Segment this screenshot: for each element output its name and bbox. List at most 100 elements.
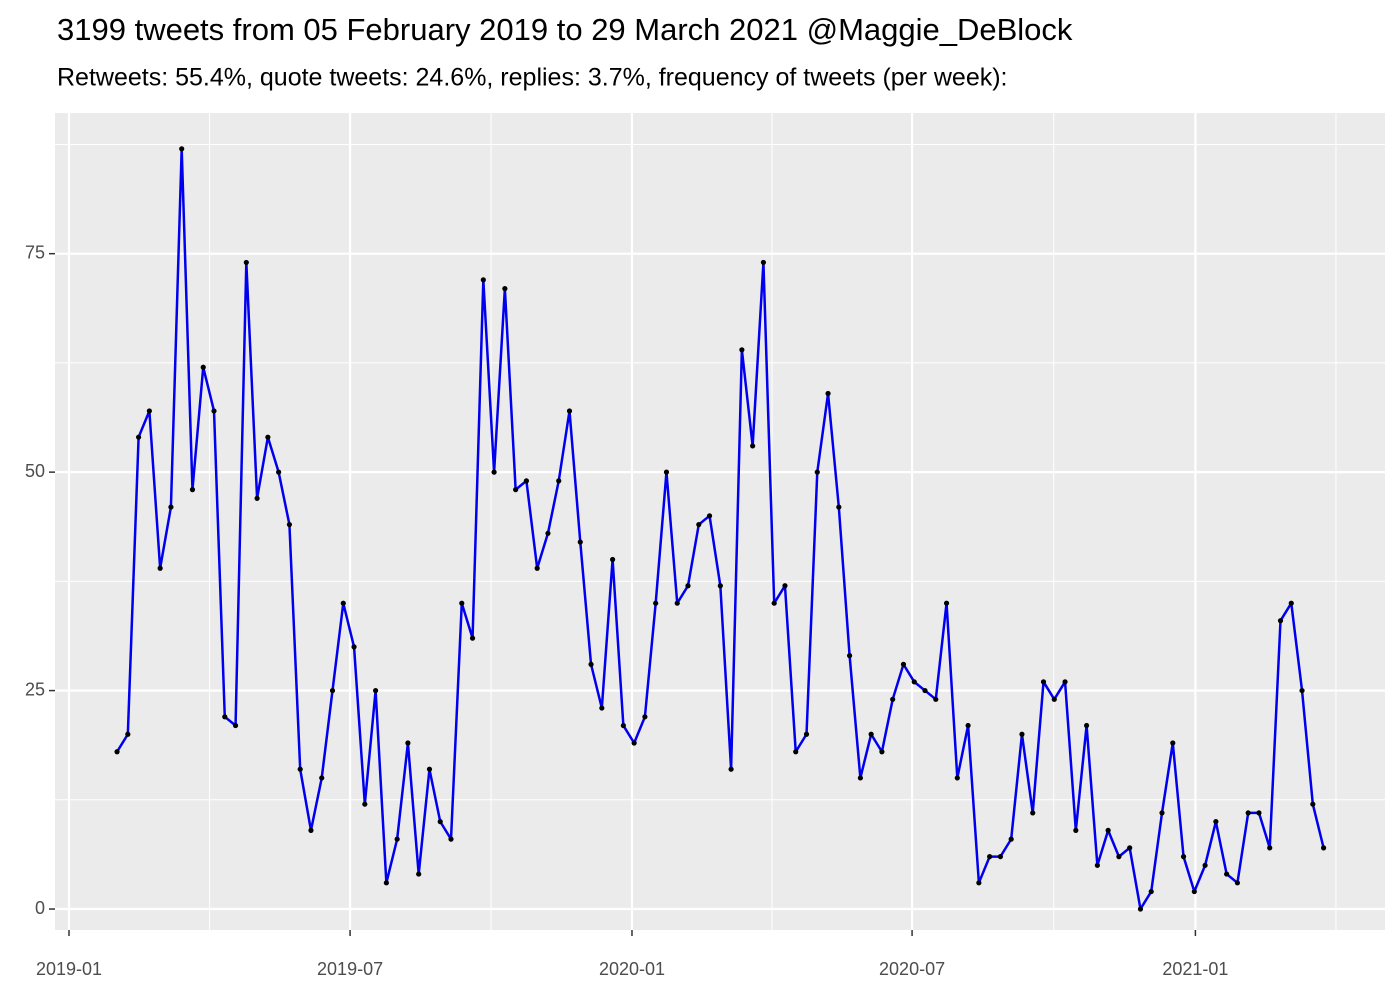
data-point xyxy=(825,390,831,397)
y-tick-label: 25 xyxy=(25,679,45,699)
data-point xyxy=(599,705,605,711)
data-point xyxy=(243,259,249,266)
data-point xyxy=(523,478,530,484)
data-point xyxy=(771,600,777,606)
data-point xyxy=(653,600,659,606)
data-point xyxy=(890,696,896,702)
data-point xyxy=(394,836,400,842)
data-point xyxy=(372,687,379,694)
data-point xyxy=(416,871,422,877)
data-point xyxy=(1277,618,1284,624)
data-point xyxy=(1320,845,1327,851)
data-point xyxy=(1083,722,1090,729)
data-point xyxy=(588,661,594,667)
data-point xyxy=(728,766,734,772)
data-point xyxy=(577,539,583,545)
data-point xyxy=(1105,827,1111,833)
data-point xyxy=(1148,888,1154,895)
data-point xyxy=(211,408,217,414)
x-tick-label: 2020-01 xyxy=(599,959,665,979)
data-point xyxy=(232,722,239,729)
data-point xyxy=(706,513,713,519)
data-point xyxy=(135,434,142,440)
data-point xyxy=(739,347,745,353)
data-point xyxy=(782,583,788,589)
y-tick-label: 75 xyxy=(25,242,45,262)
data-point xyxy=(911,679,917,685)
data-point xyxy=(459,600,465,606)
data-point xyxy=(157,565,163,571)
data-point xyxy=(685,583,691,589)
data-point xyxy=(717,583,723,589)
data-point xyxy=(1310,801,1316,807)
data-point xyxy=(383,880,389,886)
data-point xyxy=(814,469,820,475)
data-point xyxy=(1051,696,1057,702)
data-point xyxy=(1234,880,1241,886)
data-point xyxy=(168,504,174,510)
data-point xyxy=(674,600,680,606)
data-point xyxy=(1202,862,1208,868)
chart-title: 3199 tweets from 05 February 2019 to 29 … xyxy=(57,12,1073,47)
data-point xyxy=(868,731,874,737)
data-point xyxy=(1137,906,1144,912)
data-point xyxy=(836,504,842,510)
data-point xyxy=(448,836,454,842)
data-point xyxy=(609,556,616,563)
data-point xyxy=(362,801,368,807)
data-point xyxy=(1245,810,1251,816)
x-tick-label: 2019-07 xyxy=(317,959,383,979)
data-point xyxy=(469,635,476,641)
data-point xyxy=(297,766,303,772)
data-point xyxy=(308,827,314,833)
data-point xyxy=(846,653,853,659)
data-point xyxy=(1159,810,1165,816)
data-point xyxy=(631,740,637,746)
data-point xyxy=(1019,731,1025,737)
y-tick-label: 50 xyxy=(25,461,45,481)
data-point xyxy=(1267,845,1273,851)
data-point xyxy=(1288,600,1294,606)
data-point xyxy=(566,408,573,414)
data-point xyxy=(965,722,971,729)
data-point xyxy=(1213,819,1219,825)
data-point xyxy=(750,443,756,449)
data-point xyxy=(900,661,907,667)
data-point xyxy=(1127,845,1133,851)
data-point xyxy=(1030,810,1036,816)
data-point xyxy=(426,766,433,772)
data-point xyxy=(480,277,486,283)
data-point xyxy=(1073,827,1079,833)
data-point xyxy=(696,521,702,528)
data-point xyxy=(1224,871,1230,877)
data-point xyxy=(222,714,228,720)
data-point xyxy=(502,286,508,292)
data-point xyxy=(340,600,346,606)
data-point xyxy=(663,469,670,475)
data-point xyxy=(922,687,928,694)
data-point xyxy=(437,819,443,825)
data-point xyxy=(146,408,152,414)
data-point xyxy=(1180,854,1187,860)
x-tick-label: 2020-07 xyxy=(879,959,945,979)
data-point xyxy=(997,854,1004,860)
data-point xyxy=(987,854,993,860)
data-point xyxy=(534,565,540,571)
data-point xyxy=(793,749,799,755)
data-point xyxy=(114,749,120,755)
data-point xyxy=(879,749,885,755)
chart-subtitle: Retweets: 55.4%, quote tweets: 24.6%, re… xyxy=(57,64,1008,92)
data-point xyxy=(954,775,960,781)
y-tick-label: 0 xyxy=(35,898,45,918)
data-point xyxy=(760,259,767,266)
data-point xyxy=(1256,810,1262,816)
data-point xyxy=(857,775,863,781)
data-point xyxy=(976,880,982,886)
x-tick-label: 2019-01 xyxy=(36,959,102,979)
plot-panel xyxy=(55,113,1385,930)
data-point xyxy=(803,731,810,737)
data-point xyxy=(1094,862,1100,868)
data-point xyxy=(620,722,626,729)
